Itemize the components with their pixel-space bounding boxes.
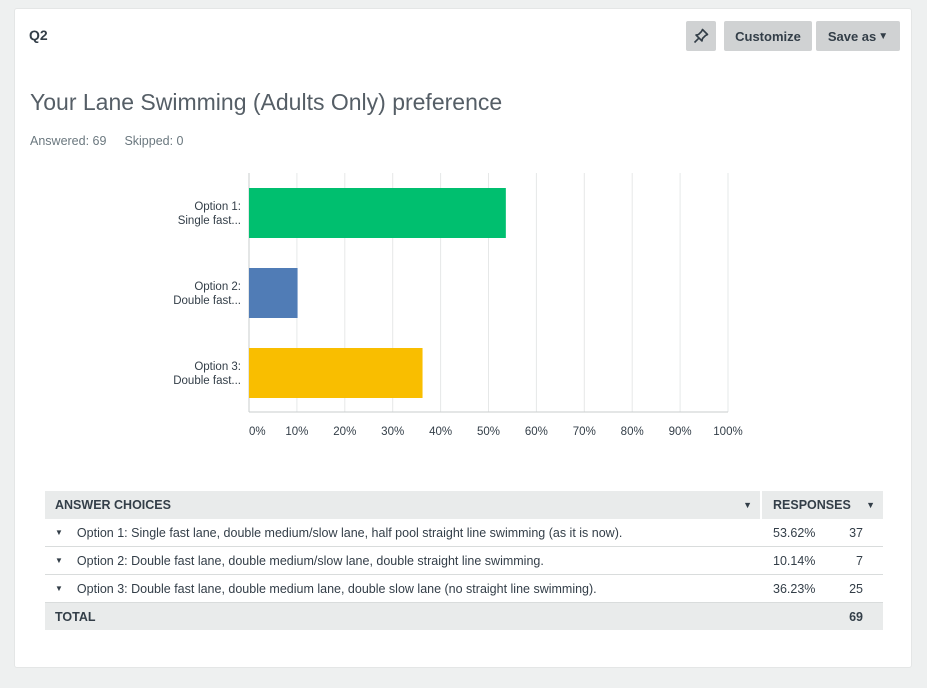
response-count: 7	[856, 553, 863, 568]
expand-caret-icon[interactable]: ▼	[55, 556, 63, 565]
pin-button[interactable]	[686, 21, 716, 51]
bar-option-1[interactable]	[249, 188, 506, 238]
bar-chart: Option 1: Single fast... Option 2: Double f…	[173, 173, 743, 438]
category-label: Double fast...	[173, 375, 241, 387]
total-label: TOTAL	[55, 609, 96, 624]
x-tick-label: 80%	[621, 426, 644, 438]
x-tick-label: 60%	[525, 426, 548, 438]
expand-caret-icon[interactable]: ▼	[55, 528, 63, 537]
chevron-down-icon: ▼	[878, 30, 889, 42]
answer-choice-text: Option 2: Double fast lane, double mediu…	[76, 553, 544, 568]
pin-icon	[693, 28, 709, 44]
answer-choices-header[interactable]: ANSWER CHOICES ▼	[45, 491, 762, 519]
answered-count: Answered: 69	[30, 134, 107, 148]
x-tick-label: 10%	[285, 426, 308, 438]
skipped-count: Skipped: 0	[124, 134, 184, 148]
total-count: 69	[849, 609, 863, 624]
table-row: ▼ Option 1: Single fast lane, double medi…	[45, 519, 883, 547]
response-percent: 10.14%	[773, 553, 816, 568]
answer-choice-text: Option 3: Double fast lane, double mediu…	[76, 581, 597, 596]
question-number: Q2	[29, 27, 48, 43]
x-tick-label: 0%	[249, 426, 266, 438]
category-label: Option 2:	[194, 281, 241, 293]
expand-caret-icon[interactable]: ▼	[55, 584, 63, 593]
save-as-button[interactable]: Save as ▼	[816, 21, 900, 51]
question-title: Your Lane Swimming (Adults Only) prefere…	[30, 89, 503, 115]
category-label: Option 1:	[194, 201, 241, 213]
sort-caret-icon: ▼	[866, 500, 875, 510]
bar-option-2[interactable]	[249, 268, 298, 318]
sort-caret-icon: ▼	[743, 500, 752, 510]
answer-choice-text: Option 1: Single fast lane, double mediu…	[76, 525, 623, 540]
x-tick-label: 40%	[429, 426, 452, 438]
category-label: Double fast...	[173, 295, 241, 307]
answer-choice-cell[interactable]: ▼ Option 2: Double fast lane, double medi…	[45, 554, 762, 568]
response-percent: 36.23%	[773, 581, 816, 596]
table-body: ▼ Option 1: Single fast lane, double medi…	[45, 519, 883, 603]
x-tick-label: 20%	[333, 426, 356, 438]
answer-choice-cell[interactable]: ▼ Option 1: Single fast lane, double medi…	[45, 526, 762, 540]
category-label: Single fast...	[178, 215, 241, 227]
response-count: 25	[849, 581, 863, 596]
responses-header-label: RESPONSES	[773, 498, 851, 512]
x-tick-label: 50%	[477, 426, 500, 438]
x-tick-label: 90%	[669, 426, 692, 438]
response-count: 37	[849, 525, 863, 540]
table-header: ANSWER CHOICES ▼ RESPONSES ▼	[45, 491, 883, 519]
x-tick-label: 30%	[381, 426, 404, 438]
response-stats: Answered: 69 Skipped: 0	[30, 134, 184, 148]
customize-button[interactable]: Customize	[724, 21, 812, 51]
save-as-label: Save as	[827, 28, 877, 44]
responses-header[interactable]: RESPONSES ▼	[762, 491, 883, 519]
table-total-row: TOTAL 69	[45, 603, 883, 630]
x-tick-label: 70%	[573, 426, 596, 438]
toolbar: Customize Save as ▼	[686, 21, 900, 51]
table-row: ▼ Option 3: Double fast lane, double medi…	[45, 575, 883, 603]
results-table: ANSWER CHOICES ▼ RESPONSES ▼ ▼ Option 1: …	[45, 491, 883, 630]
x-tick-label: 100%	[713, 426, 742, 438]
answer-choice-cell[interactable]: ▼ Option 3: Double fast lane, double medi…	[45, 582, 762, 596]
question-card: Q2 Customize Save as ▼ Your Lane Swimmin…	[14, 8, 912, 668]
response-percent: 53.62%	[773, 525, 816, 540]
answer-choices-header-label: ANSWER CHOICES	[55, 498, 171, 512]
category-label: Option 3:	[194, 361, 241, 373]
table-row: ▼ Option 2: Double fast lane, double medi…	[45, 547, 883, 575]
bar-option-3[interactable]	[249, 348, 423, 398]
